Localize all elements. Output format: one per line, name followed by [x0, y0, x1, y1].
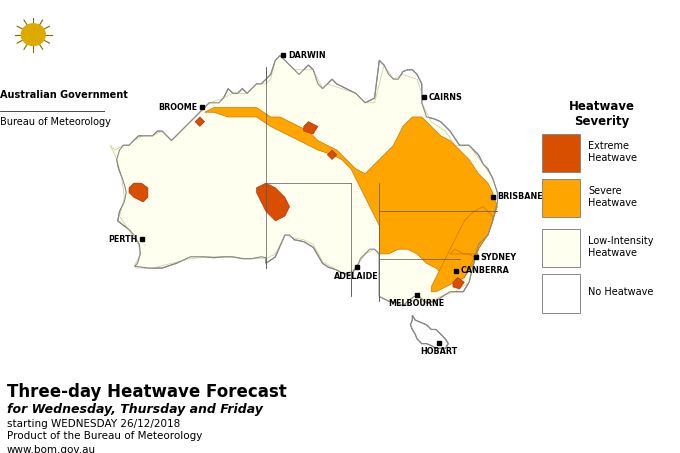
Polygon shape	[110, 56, 497, 306]
Text: BROOME: BROOME	[158, 103, 197, 111]
Polygon shape	[205, 107, 497, 282]
Text: www.bom.gov.au: www.bom.gov.au	[7, 445, 96, 453]
Text: DARWIN: DARWIN	[288, 51, 326, 60]
Text: CAIRNS: CAIRNS	[429, 93, 463, 102]
Text: Bureau of Meteorology: Bureau of Meteorology	[0, 117, 111, 127]
Polygon shape	[256, 183, 290, 221]
Polygon shape	[117, 56, 497, 306]
Text: Australian Government: Australian Government	[0, 91, 128, 101]
Text: BRISBANE: BRISBANE	[498, 193, 543, 202]
Polygon shape	[453, 278, 464, 289]
Polygon shape	[304, 122, 318, 134]
Bar	[542, 229, 580, 267]
Circle shape	[21, 24, 46, 45]
Polygon shape	[129, 183, 148, 202]
Bar	[542, 134, 580, 172]
Text: PERTH: PERTH	[107, 235, 137, 244]
Text: HOBART: HOBART	[420, 347, 458, 356]
Text: starting WEDNESDAY 26/12/2018: starting WEDNESDAY 26/12/2018	[7, 419, 180, 429]
Text: Low-Intensity
Heatwave: Low-Intensity Heatwave	[588, 236, 653, 258]
Text: Three-day Heatwave Forecast: Three-day Heatwave Forecast	[7, 383, 286, 401]
Polygon shape	[327, 150, 337, 159]
Text: Extreme
Heatwave: Extreme Heatwave	[588, 141, 637, 163]
Text: ADELAIDE: ADELAIDE	[335, 272, 379, 281]
Polygon shape	[195, 117, 205, 126]
Text: for Wednesday, Thursday and Friday: for Wednesday, Thursday and Friday	[7, 403, 262, 416]
Text: Heatwave
Severity: Heatwave Severity	[568, 100, 635, 128]
Bar	[542, 179, 580, 217]
Text: SYDNEY: SYDNEY	[481, 253, 517, 262]
Text: Severe
Heatwave: Severe Heatwave	[588, 186, 637, 208]
Polygon shape	[411, 315, 448, 348]
Polygon shape	[431, 207, 492, 292]
Text: MELBOURNE: MELBOURNE	[389, 299, 445, 308]
Bar	[542, 274, 580, 313]
Text: No Heatwave: No Heatwave	[588, 287, 653, 297]
Text: Product of the Bureau of Meteorology: Product of the Bureau of Meteorology	[7, 431, 202, 441]
Text: CANBERRA: CANBERRA	[461, 266, 510, 275]
